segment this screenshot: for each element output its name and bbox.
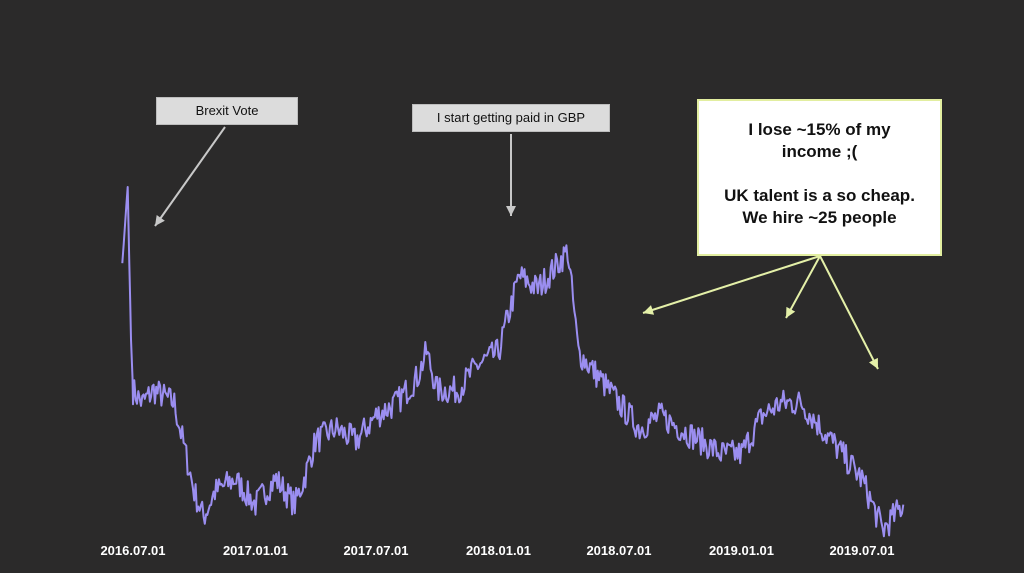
series-line — [121, 186, 905, 538]
plot-area — [121, 186, 905, 538]
x-tick-label-6: 2019.07.01 — [829, 543, 894, 558]
income-callout-line2: income ;( — [781, 142, 858, 161]
income-callout-line4: We hire ~25 people — [742, 208, 897, 227]
x-tick-label-4: 2018.07.01 — [586, 543, 651, 558]
paid-callout: I start getting paid in GBP — [412, 104, 610, 132]
arrow-paid — [506, 134, 516, 216]
paid-callout-text: I start getting paid in GBP — [436, 110, 586, 125]
x-tick-label-0: 2016.07.01 — [100, 543, 165, 558]
x-tick-label-3: 2018.01.01 — [466, 543, 531, 558]
x-tick-label-5: 2019.01.01 — [709, 543, 774, 558]
x-axis-ticks: 2016.07.01 2017.01.01 2017.07.01 2018.01.01… — [100, 543, 894, 558]
arrow-brexit — [154, 126, 226, 227]
brexit-callout-text: Brexit Vote — [195, 103, 259, 118]
income-callout-line3: UK talent is a so cheap. — [724, 186, 915, 205]
x-tick-label-1: 2017.01.01 — [223, 543, 288, 558]
brexit-callout: Brexit Vote — [156, 97, 298, 125]
arrow-income-middle — [785, 255, 821, 319]
income-callout-line1: I lose ~15% of my — [748, 120, 891, 139]
annotation-arrows — [154, 126, 879, 370]
arrow-income-right — [819, 255, 879, 370]
arrow-income-left — [642, 255, 821, 315]
x-tick-label-2: 2017.07.01 — [343, 543, 408, 558]
income-callout: I lose ~15% of my income ;( UK talent is… — [697, 99, 942, 256]
